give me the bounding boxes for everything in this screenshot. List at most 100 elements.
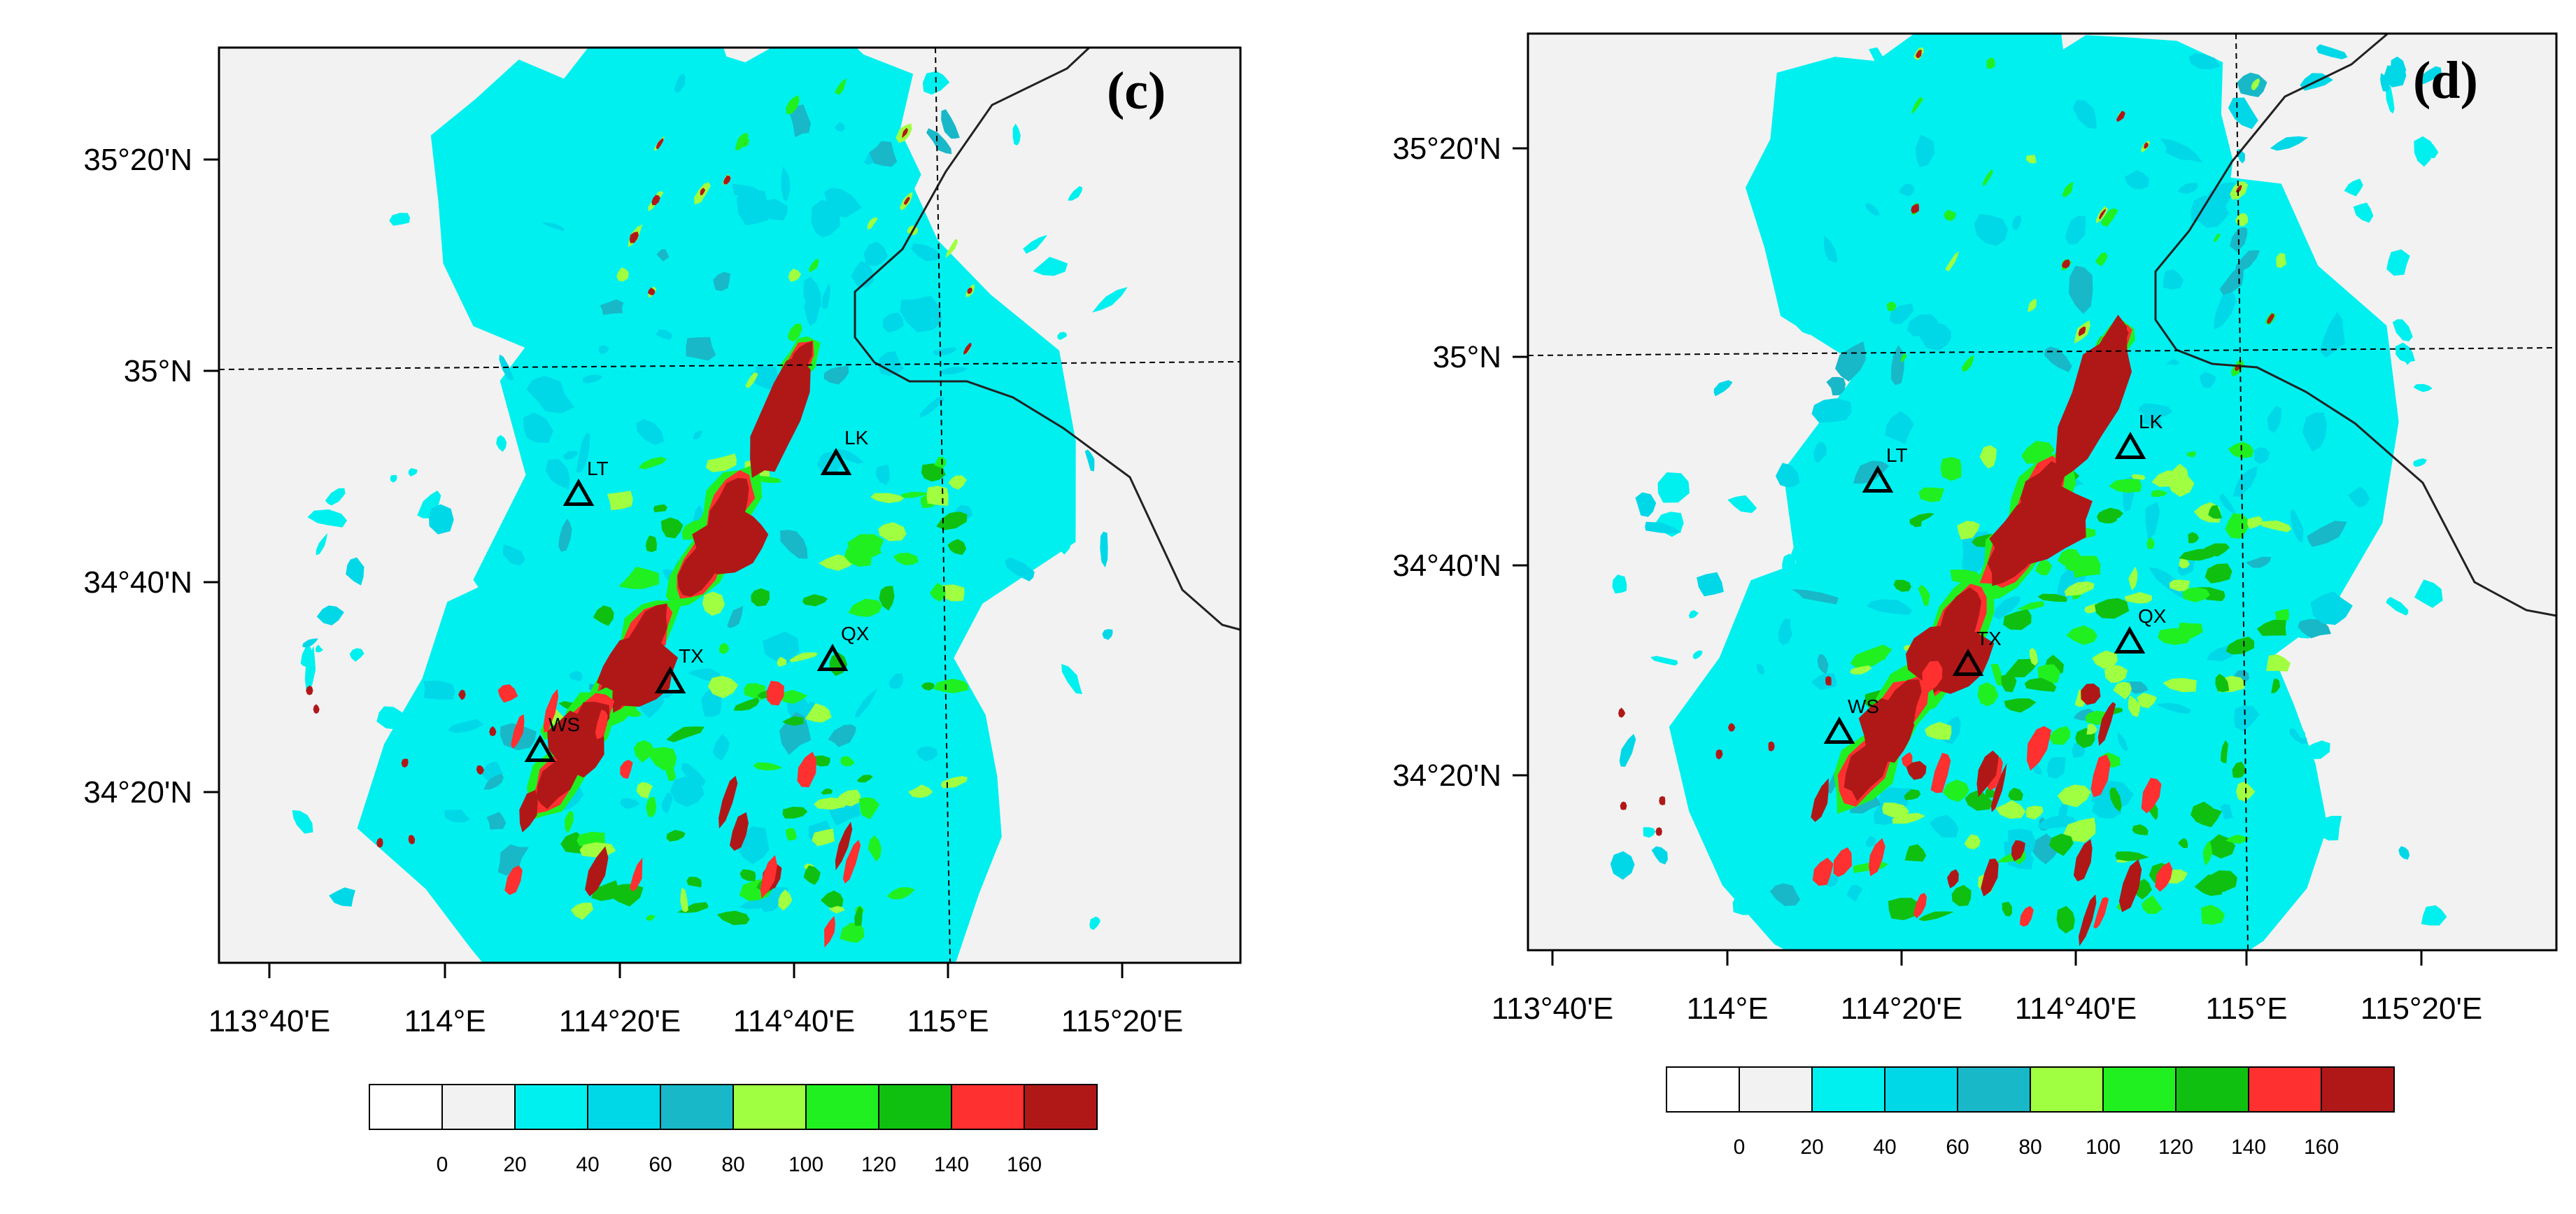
rain-cell bbox=[2110, 80, 2120, 110]
rain-cell bbox=[702, 591, 726, 616]
rain-cell bbox=[1942, 779, 1969, 803]
rain-cell bbox=[2104, 665, 2128, 683]
rain-cell bbox=[822, 283, 831, 309]
rain-cell bbox=[777, 656, 787, 667]
rain-cell bbox=[803, 276, 821, 311]
rain-cell bbox=[750, 356, 811, 478]
rain-cell bbox=[1727, 723, 1736, 732]
rain-cell bbox=[2232, 466, 2258, 497]
rain-cell bbox=[789, 104, 811, 138]
rain-cell bbox=[656, 137, 664, 150]
station-label-qx: QX bbox=[2138, 605, 2167, 627]
rain-cell bbox=[1795, 511, 1817, 534]
rain-cell bbox=[842, 840, 861, 884]
rain-cell bbox=[834, 122, 845, 132]
rain-cell bbox=[1916, 134, 1935, 168]
rain-cell bbox=[784, 220, 1021, 468]
rain-cell bbox=[1986, 57, 1995, 69]
rain-cell bbox=[292, 810, 313, 834]
rain-cell bbox=[2289, 713, 2306, 739]
rain-cell bbox=[1990, 663, 2002, 686]
x-tick-label: 114°20'E bbox=[1841, 991, 1962, 1026]
rain-cell bbox=[2094, 598, 2130, 619]
rain-cell bbox=[316, 532, 328, 556]
rain-cell bbox=[2144, 142, 2149, 149]
rain-cell bbox=[941, 109, 960, 139]
rain-cell bbox=[2219, 493, 2235, 515]
rain-cell bbox=[2162, 877, 2186, 896]
rain-cell bbox=[408, 835, 416, 845]
rain-cell bbox=[605, 372, 633, 381]
rain-cell bbox=[646, 915, 656, 921]
rain-cell bbox=[2064, 560, 2095, 572]
rain-cell bbox=[832, 449, 864, 464]
rain-cell bbox=[1659, 796, 1666, 805]
latitude-gridline bbox=[1527, 347, 2557, 356]
rain-cell bbox=[2266, 654, 2291, 672]
rain-cell bbox=[2177, 560, 2195, 576]
rain-cell bbox=[813, 755, 830, 767]
rain-cell bbox=[2078, 326, 2086, 337]
x-tick-label: 114°40'E bbox=[733, 1004, 855, 1038]
rain-cell bbox=[1944, 209, 1956, 221]
rain-cell bbox=[576, 432, 590, 473]
rain-cell bbox=[736, 189, 768, 226]
rain-cell bbox=[1811, 398, 1852, 423]
rain-cell bbox=[1975, 489, 1993, 520]
rain-cell bbox=[788, 269, 801, 282]
rain-cell bbox=[2191, 801, 2217, 822]
rain-cell bbox=[1849, 665, 1872, 675]
colorbar-swatch bbox=[2175, 1066, 2249, 1113]
rain-cell bbox=[1061, 663, 1082, 694]
rain-cell bbox=[2419, 139, 2439, 159]
rain-cell bbox=[1965, 789, 1995, 811]
rain-cell bbox=[645, 535, 657, 553]
rain-cell bbox=[1985, 788, 1995, 798]
rain-cell bbox=[545, 884, 571, 899]
rain-cell bbox=[2188, 53, 2221, 70]
rain-cell bbox=[1778, 619, 1792, 645]
rain-cell bbox=[1823, 259, 1846, 290]
rain-cell bbox=[828, 724, 856, 747]
rain-cell bbox=[2001, 674, 2017, 693]
rain-cell bbox=[2194, 874, 2225, 896]
colorbar-swatch bbox=[2321, 1066, 2395, 1113]
rain-cell bbox=[805, 703, 832, 723]
rain-cell bbox=[1892, 812, 1925, 824]
rain-cell bbox=[2309, 381, 2333, 398]
rain-cell bbox=[2004, 698, 2037, 713]
rain-cell bbox=[2169, 579, 2191, 592]
rain-cell bbox=[948, 475, 967, 490]
rain-cell bbox=[523, 412, 553, 444]
rain-cell bbox=[2274, 609, 2289, 623]
rain-cell bbox=[638, 457, 667, 470]
rain-cell bbox=[2307, 521, 2347, 547]
rain-cell bbox=[2205, 543, 2230, 557]
colorbar-swatch bbox=[1666, 1066, 1740, 1113]
rain-cell bbox=[1925, 721, 1952, 740]
rain-cell bbox=[716, 910, 750, 926]
rain-cell bbox=[686, 877, 702, 888]
rain-cell bbox=[595, 710, 608, 740]
rain-cell bbox=[1947, 869, 1959, 889]
rain-cell bbox=[1825, 676, 1832, 686]
boundary-line bbox=[2154, 32, 2557, 617]
rain-cell bbox=[745, 372, 758, 388]
rain-cell bbox=[635, 763, 649, 775]
rain-cell bbox=[2151, 490, 2168, 497]
rain-cell bbox=[444, 810, 470, 823]
rain-cell bbox=[1855, 395, 1869, 404]
rain-cell bbox=[2232, 761, 2246, 778]
rain-cell bbox=[582, 374, 603, 384]
precipitation-field bbox=[1610, 34, 2447, 950]
rain-cell bbox=[2179, 558, 2191, 569]
rain-cell bbox=[839, 606, 850, 617]
station-label-lk: LK bbox=[2139, 411, 2163, 432]
rain-cell bbox=[2095, 252, 2108, 267]
rain-cell bbox=[1813, 441, 1827, 464]
rain-cell bbox=[2328, 472, 2346, 502]
rain-cell bbox=[329, 887, 355, 907]
rain-cell bbox=[848, 547, 882, 562]
rain-cell bbox=[2182, 587, 2211, 602]
rain-cell bbox=[1904, 789, 1921, 800]
